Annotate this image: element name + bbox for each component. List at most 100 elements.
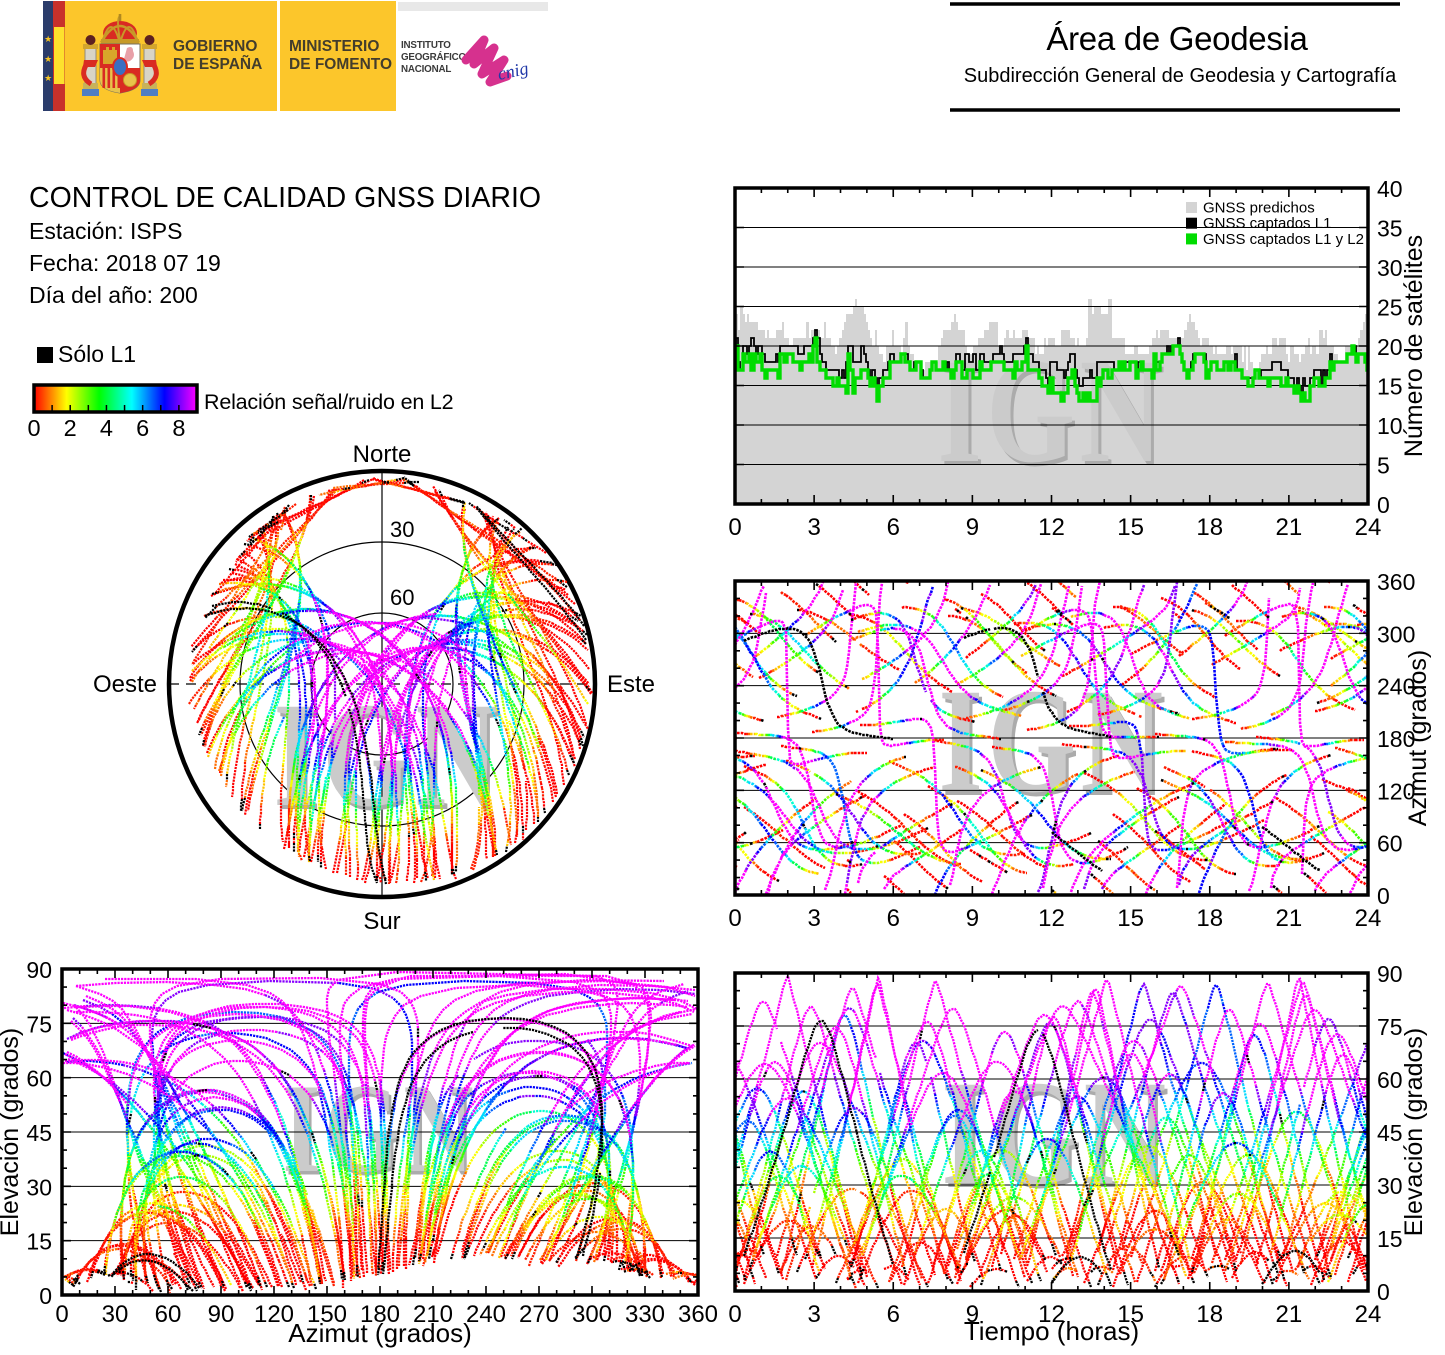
svg-text:2: 2 [64, 415, 77, 441]
svg-text:24: 24 [1355, 1301, 1382, 1328]
svg-text:300: 300 [1377, 621, 1415, 647]
svg-text:INSTITUTO: INSTITUTO [401, 40, 451, 51]
svg-text:0: 0 [55, 1301, 68, 1328]
svg-text:60: 60 [1377, 831, 1403, 857]
svg-text:Elevación (grados): Elevación (grados) [0, 1028, 24, 1236]
svg-text:6: 6 [887, 514, 900, 541]
svg-text:Número de satélites: Número de satélites [1400, 235, 1428, 457]
svg-text:35: 35 [1377, 216, 1403, 242]
svg-text:210: 210 [413, 1301, 453, 1328]
svg-text:Área de Geodesia: Área de Geodesia [1046, 20, 1308, 57]
svg-text:0: 0 [728, 905, 741, 932]
svg-text:30: 30 [26, 1174, 52, 1200]
svg-text:12: 12 [1038, 905, 1065, 932]
svg-text:180: 180 [360, 1301, 400, 1328]
svg-text:15: 15 [1117, 514, 1144, 541]
svg-text:6: 6 [887, 1301, 900, 1328]
svg-text:9: 9 [966, 1301, 979, 1328]
svg-text:3: 3 [807, 905, 820, 932]
svg-text:30: 30 [102, 1301, 129, 1328]
svg-text:15: 15 [1117, 905, 1144, 932]
svg-text:21: 21 [1276, 905, 1303, 932]
svg-text:360: 360 [678, 1301, 718, 1328]
svg-text:Día del año: 200: Día del año: 200 [29, 282, 198, 308]
svg-text:0: 0 [27, 415, 40, 441]
svg-text:6: 6 [136, 415, 149, 441]
svg-text:75: 75 [26, 1011, 52, 1037]
svg-text:120: 120 [254, 1301, 294, 1328]
svg-text:Este: Este [607, 671, 655, 698]
svg-text:240: 240 [466, 1301, 506, 1328]
svg-text:GNSS captados L1: GNSS captados L1 [1203, 215, 1331, 232]
svg-text:90: 90 [1377, 961, 1403, 987]
svg-text:120: 120 [1377, 778, 1415, 804]
svg-text:Sur: Sur [363, 908, 400, 935]
svg-text:Subdirección General de Geodes: Subdirección General de Geodesia y Carto… [964, 65, 1397, 87]
svg-text:8: 8 [172, 415, 185, 441]
svg-text:DE ESPAÑA: DE ESPAÑA [173, 55, 262, 73]
svg-text:DE FOMENTO: DE FOMENTO [289, 56, 392, 73]
svg-text:240: 240 [1377, 674, 1415, 700]
svg-text:CONTROL DE CALIDAD GNSS DIARIO: CONTROL DE CALIDAD GNSS DIARIO [29, 182, 541, 214]
svg-text:21: 21 [1276, 514, 1303, 541]
svg-text:45: 45 [1377, 1120, 1403, 1146]
svg-text:GEOGRÁFICO: GEOGRÁFICO [401, 51, 467, 63]
svg-text:GNSS predichos: GNSS predichos [1203, 200, 1315, 217]
svg-text:18: 18 [1196, 1301, 1223, 1328]
svg-text:30: 30 [1377, 1173, 1403, 1199]
svg-text:0: 0 [1377, 883, 1390, 909]
svg-text:★: ★ [44, 34, 52, 44]
svg-text:Elevación (grados): Elevación (grados) [1400, 1028, 1428, 1236]
svg-text:20: 20 [1377, 334, 1403, 360]
svg-text:4: 4 [100, 415, 113, 441]
svg-text:150: 150 [307, 1301, 347, 1328]
svg-text:18: 18 [1196, 905, 1223, 932]
svg-text:Relación señal/ruido en L2: Relación señal/ruido en L2 [204, 390, 453, 414]
svg-text:330: 330 [625, 1301, 665, 1328]
svg-text:MINISTERIO: MINISTERIO [289, 38, 379, 55]
svg-text:Tiempo (horas): Tiempo (horas) [964, 1316, 1139, 1346]
svg-text:60: 60 [390, 585, 414, 610]
svg-text:25: 25 [1377, 295, 1403, 321]
svg-text:0: 0 [728, 1301, 741, 1328]
svg-text:300: 300 [572, 1301, 612, 1328]
svg-text:5: 5 [1377, 453, 1390, 479]
svg-text:90: 90 [208, 1301, 235, 1328]
svg-text:12: 12 [1038, 1301, 1065, 1328]
svg-text:0: 0 [1377, 492, 1390, 518]
svg-text:6: 6 [887, 905, 900, 932]
svg-text:Estación: ISPS: Estación: ISPS [29, 218, 182, 244]
svg-text:45: 45 [26, 1120, 52, 1146]
svg-text:3: 3 [807, 514, 820, 541]
svg-text:0: 0 [1377, 1279, 1390, 1305]
svg-text:12: 12 [1038, 514, 1065, 541]
svg-text:10: 10 [1377, 413, 1403, 439]
svg-text:Norte: Norte [353, 441, 412, 468]
svg-text:90: 90 [26, 957, 52, 983]
svg-text:GNSS captados L1 y L2: GNSS captados L1 y L2 [1203, 231, 1364, 248]
svg-text:30: 30 [1377, 255, 1403, 281]
svg-text:15: 15 [26, 1229, 52, 1255]
svg-text:Oeste: Oeste [93, 671, 157, 698]
svg-text:Fecha: 2018 07 19: Fecha: 2018 07 19 [29, 250, 221, 276]
svg-text:Sólo L1: Sólo L1 [58, 341, 136, 367]
svg-text:18: 18 [1196, 514, 1223, 541]
svg-text:360: 360 [1377, 569, 1415, 595]
svg-text:180: 180 [1377, 726, 1415, 752]
svg-text:60: 60 [1377, 1067, 1403, 1093]
svg-text:Azimut (grados): Azimut (grados) [288, 1318, 472, 1348]
svg-text:24: 24 [1355, 514, 1382, 541]
svg-text:40: 40 [1377, 176, 1403, 202]
svg-text:15: 15 [1377, 1226, 1403, 1252]
svg-text:NACIONAL: NACIONAL [401, 64, 451, 75]
svg-text:GOBIERNO: GOBIERNO [173, 38, 257, 55]
svg-text:270: 270 [519, 1301, 559, 1328]
svg-text:9: 9 [966, 905, 979, 932]
svg-text:9: 9 [966, 514, 979, 541]
svg-text:30: 30 [390, 517, 414, 542]
svg-text:Azimut (grados): Azimut (grados) [1404, 650, 1432, 826]
svg-text:75: 75 [1377, 1014, 1403, 1040]
svg-text:24: 24 [1355, 905, 1382, 932]
svg-text:21: 21 [1276, 1301, 1303, 1328]
svg-text:3: 3 [807, 1301, 820, 1328]
